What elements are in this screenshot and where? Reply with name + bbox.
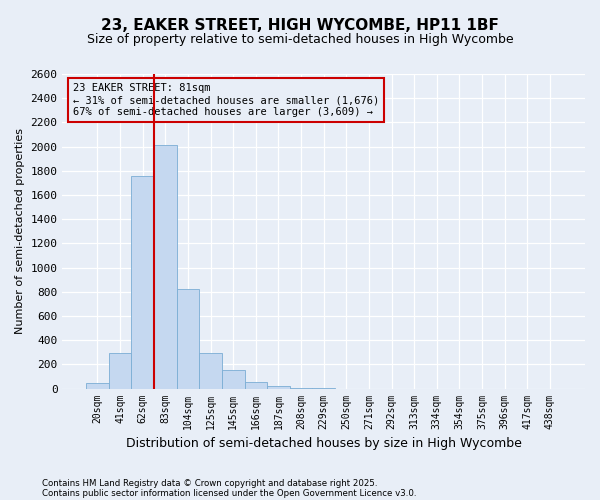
Bar <box>176 290 199 388</box>
Text: Contains HM Land Registry data © Crown copyright and database right 2025.: Contains HM Land Registry data © Crown c… <box>42 478 377 488</box>
X-axis label: Distribution of semi-detached houses by size in High Wycombe: Distribution of semi-detached houses by … <box>126 437 521 450</box>
Bar <box>109 354 131 388</box>
Text: Contains public sector information licensed under the Open Government Licence v3: Contains public sector information licen… <box>42 488 416 498</box>
Bar <box>131 176 154 388</box>
Bar <box>86 382 109 388</box>
Text: Size of property relative to semi-detached houses in High Wycombe: Size of property relative to semi-detach… <box>86 32 514 46</box>
Y-axis label: Number of semi-detached properties: Number of semi-detached properties <box>15 128 25 334</box>
Bar <box>154 146 176 388</box>
Bar <box>267 386 290 388</box>
Bar <box>245 382 267 388</box>
Bar <box>199 354 222 388</box>
Text: 23 EAKER STREET: 81sqm
← 31% of semi-detached houses are smaller (1,676)
67% of : 23 EAKER STREET: 81sqm ← 31% of semi-det… <box>73 84 379 116</box>
Bar <box>222 370 245 388</box>
Text: 23, EAKER STREET, HIGH WYCOMBE, HP11 1BF: 23, EAKER STREET, HIGH WYCOMBE, HP11 1BF <box>101 18 499 32</box>
